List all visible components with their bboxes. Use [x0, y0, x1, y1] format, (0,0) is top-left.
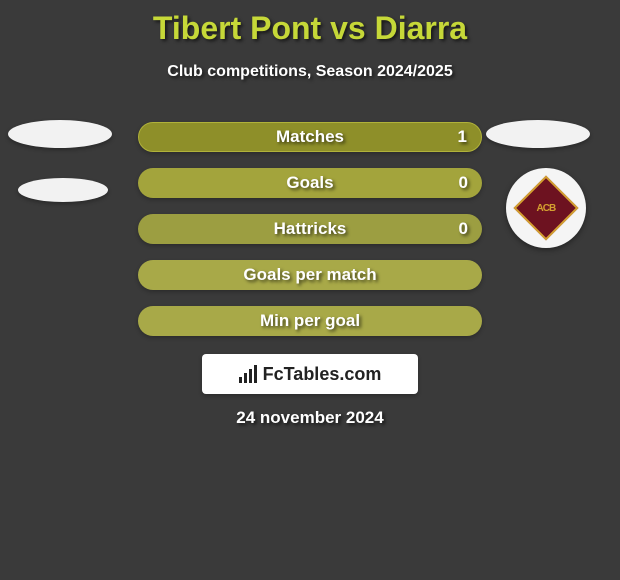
stat-bars: Matches 1 Goals 0 Hattricks 0 Goals per …	[138, 122, 482, 352]
stat-label: Hattricks	[274, 219, 347, 239]
ellipse-icon	[18, 178, 108, 202]
stat-bar-goals-per-match: Goals per match	[138, 260, 482, 290]
stat-bar-hattricks: Hattricks 0	[138, 214, 482, 244]
bar-chart-icon	[239, 365, 257, 383]
left-decoration	[8, 120, 112, 202]
date-label: 24 november 2024	[0, 408, 620, 428]
stat-label: Matches	[276, 127, 344, 147]
stat-value: 1	[458, 127, 467, 147]
stat-label: Min per goal	[260, 311, 360, 331]
page-title: Tibert Pont vs Diarra	[0, 0, 620, 47]
stat-bar-goals: Goals 0	[138, 168, 482, 198]
stat-bar-matches: Matches 1	[138, 122, 482, 152]
ellipse-icon	[486, 120, 590, 148]
crest-diamond-icon: ACB	[513, 175, 578, 240]
club-crest: ACB	[506, 168, 586, 248]
stat-value: 0	[459, 219, 468, 239]
brand-label: FcTables.com	[263, 364, 382, 385]
ellipse-icon	[8, 120, 112, 148]
stat-bar-min-per-goal: Min per goal	[138, 306, 482, 336]
stat-label: Goals	[286, 173, 333, 193]
stat-label: Goals per match	[243, 265, 376, 285]
crest-text: ACB	[537, 202, 556, 213]
right-decoration: ACB	[506, 120, 590, 248]
subtitle: Club competitions, Season 2024/2025	[0, 63, 620, 81]
brand-badge: FcTables.com	[202, 354, 418, 394]
stat-value: 0	[459, 173, 468, 193]
